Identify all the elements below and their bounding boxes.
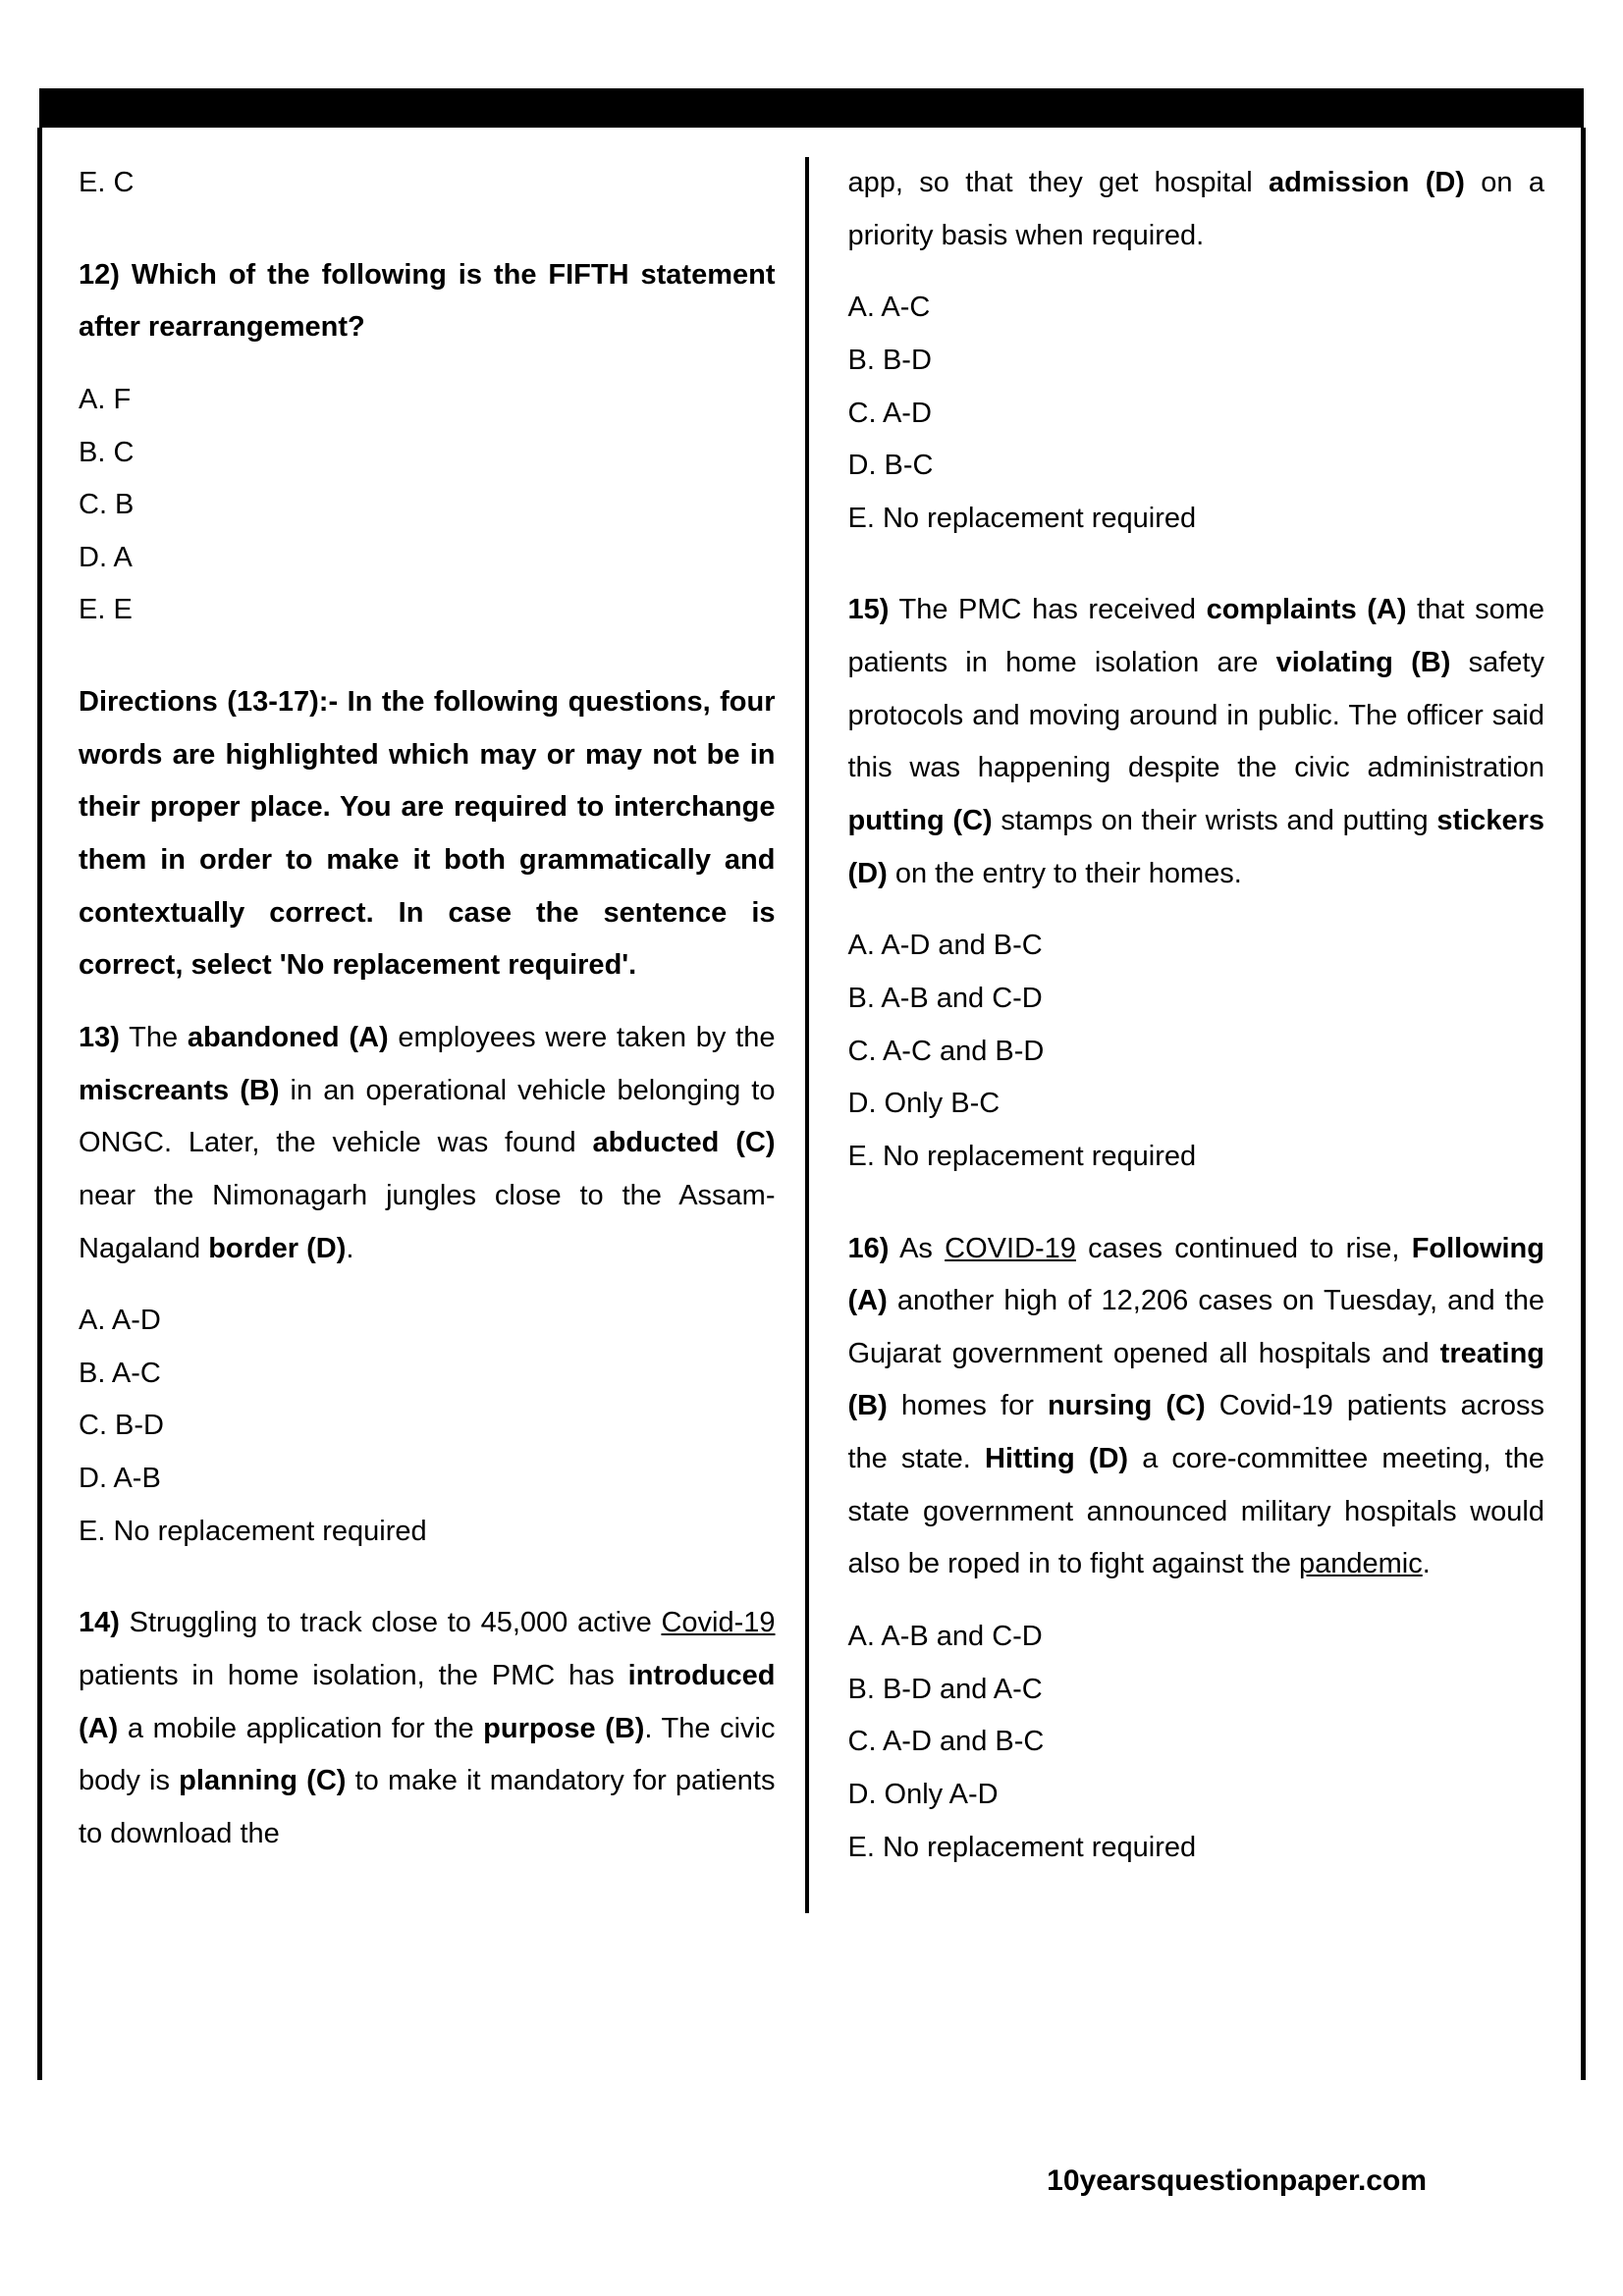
- q15-opt-d: D. Only B-C: [848, 1078, 1545, 1131]
- q13-b4: border (D): [208, 1233, 346, 1264]
- q13-opt-e: E. No replacement required: [79, 1506, 776, 1559]
- q14-text: 14) Struggling to track close to 45,000 …: [79, 1597, 776, 1860]
- q13-t2: employees were taken by the: [389, 1022, 776, 1053]
- q14c-t1: app, so that they get hospital: [848, 167, 1269, 198]
- q16-options: A. A-B and C-D B. B-D and A-C C. A-D and…: [848, 1611, 1545, 1874]
- q16-opt-d: D. Only A-D: [848, 1769, 1545, 1822]
- q13-t5: .: [346, 1233, 353, 1264]
- q13-text: 13) The abandoned (A) employees were tak…: [79, 1012, 776, 1275]
- q12-opt-d: D. A: [79, 532, 776, 585]
- q15-number: 15): [848, 594, 890, 625]
- footer-watermark: 10yearsquestionpaper.com: [1047, 2164, 1427, 2198]
- q15-opt-b: B. A-B and C-D: [848, 973, 1545, 1026]
- two-column-layout: E. C 12) Which of the following is the F…: [49, 157, 1574, 1913]
- q12-opt-a: A. F: [79, 374, 776, 427]
- q14-b3: planning (C): [179, 1765, 346, 1796]
- q15-t4: stamps on their wrists and putting: [993, 805, 1437, 836]
- q12-opt-c: C. B: [79, 479, 776, 532]
- q16-opt-e: E. No replacement required: [848, 1822, 1545, 1875]
- q13-number: 13): [79, 1022, 120, 1053]
- q16-number: 16): [848, 1233, 890, 1264]
- q16-b3: nursing (C): [1048, 1390, 1206, 1421]
- q12-stem: 12) Which of the following is the FIFTH …: [79, 249, 776, 354]
- prev-option-e: E. C: [79, 157, 776, 210]
- q15-b1: complaints (A): [1207, 594, 1407, 625]
- border-right: [1581, 128, 1586, 2080]
- q14-opt-d: D. B-C: [848, 440, 1545, 493]
- page-container: E. C 12) Which of the following is the F…: [0, 0, 1623, 1962]
- left-column: E. C 12) Which of the following is the F…: [49, 157, 809, 1913]
- q16-opt-c: C. A-D and B-C: [848, 1716, 1545, 1769]
- q12-options: A. F B. C C. B D. A E. E: [79, 374, 776, 637]
- q15-options: A. A-D and B-C B. A-B and C-D C. A-C and…: [848, 920, 1545, 1183]
- q15-t1: The PMC has received: [889, 594, 1206, 625]
- q16-t7: .: [1423, 1548, 1431, 1579]
- q13-opt-d: D. A-B: [79, 1453, 776, 1506]
- q14-cont-text: app, so that they get hospital admission…: [848, 157, 1545, 262]
- q14c-b1: admission (D): [1269, 167, 1465, 198]
- q16-t1: As: [889, 1233, 945, 1264]
- q13-opt-a: A. A-D: [79, 1295, 776, 1348]
- border-left: [37, 128, 42, 2080]
- q15-opt-c: C. A-C and B-D: [848, 1026, 1545, 1079]
- q13-b3: abducted (C): [592, 1127, 775, 1158]
- q14-t3: a mobile application for the: [118, 1713, 483, 1744]
- q15-b2: violating (B): [1276, 647, 1451, 678]
- right-column: app, so that they get hospital admission…: [809, 157, 1575, 1913]
- q14-options: A. A-C B. B-D C. A-D D. B-C E. No replac…: [848, 282, 1545, 545]
- q13-options: A. A-D B. A-C C. B-D D. A-B E. No replac…: [79, 1295, 776, 1558]
- q16-t4: homes for: [888, 1390, 1048, 1421]
- q16-text: 16) As COVID-19 cases continued to rise,…: [848, 1223, 1545, 1591]
- q16-b4: Hitting (D): [985, 1443, 1128, 1474]
- top-black-bar: [39, 88, 1584, 128]
- q14-t1: Struggling to track close to 45,000 acti…: [120, 1607, 662, 1638]
- q14-u1: Covid-19: [661, 1607, 775, 1638]
- q13-opt-c: C. B-D: [79, 1400, 776, 1453]
- q12-opt-b: B. C: [79, 427, 776, 480]
- q13-t4: near the Nimonagarh jungles close to the…: [79, 1180, 776, 1264]
- q15-opt-a: A. A-D and B-C: [848, 920, 1545, 973]
- q14-opt-b: B. B-D: [848, 335, 1545, 388]
- q12-opt-e: E. E: [79, 584, 776, 637]
- q13-b2: miscreants (B): [79, 1075, 279, 1106]
- q15-opt-e: E. No replacement required: [848, 1131, 1545, 1184]
- q13-opt-b: B. A-C: [79, 1348, 776, 1401]
- q13-t1: The: [120, 1022, 188, 1053]
- q14-opt-e: E. No replacement required: [848, 493, 1545, 546]
- q15-t5: on the entry to their homes.: [888, 858, 1242, 889]
- q13-b1: abandoned (A): [188, 1022, 389, 1053]
- q14-opt-a: A. A-C: [848, 282, 1545, 335]
- q16-u1: COVID-19: [945, 1233, 1076, 1264]
- q16-u2: pandemic: [1299, 1548, 1423, 1579]
- q14-t2: patients in home isolation, the PMC has: [79, 1660, 628, 1691]
- q15-b3: putting (C): [848, 805, 993, 836]
- q16-t2: cases continued to rise,: [1076, 1233, 1412, 1264]
- q15-text: 15) The PMC has received complaints (A) …: [848, 584, 1545, 900]
- q14-opt-c: C. A-D: [848, 388, 1545, 441]
- directions-13-17: Directions (13-17):- In the following qu…: [79, 676, 776, 992]
- q14-number: 14): [79, 1607, 120, 1638]
- q16-opt-b: B. B-D and A-C: [848, 1664, 1545, 1717]
- q16-opt-a: A. A-B and C-D: [848, 1611, 1545, 1664]
- q14-b2: purpose (B): [483, 1713, 644, 1744]
